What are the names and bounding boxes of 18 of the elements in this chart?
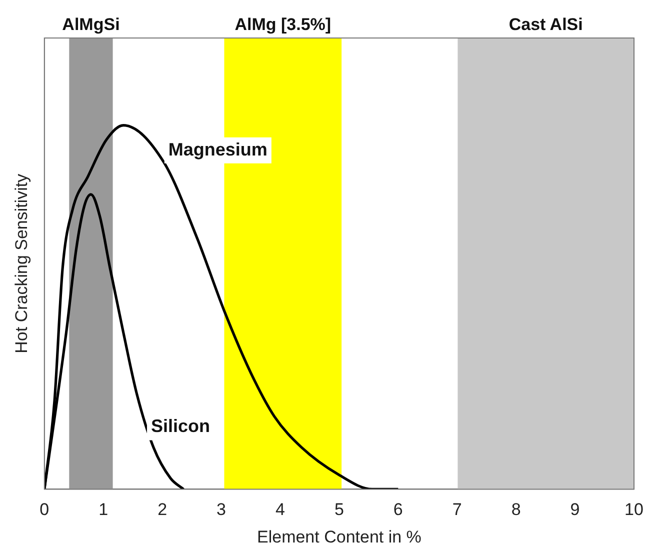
band-label: AlMgSi [62, 15, 120, 34]
y-axis-title: Hot Cracking Sensitivity [12, 173, 31, 354]
x-tick-label: 4 [276, 500, 285, 520]
x-tick-label: 9 [570, 500, 580, 520]
x-tick-label: 6 [393, 500, 403, 520]
band-label: AlMg [3.5%] [234, 15, 332, 34]
x-tick-label: 2 [158, 500, 168, 520]
series-label: Silicon [150, 416, 210, 436]
x-tick-label: 1 [98, 500, 108, 520]
x-tick-label: 0 [40, 500, 50, 520]
x-tick-label: 5 [334, 500, 344, 520]
x-tick-label: 8 [511, 500, 521, 520]
x-tick-label: 3 [216, 500, 226, 520]
x-tick-label: 7 [452, 500, 462, 520]
x-tick-label: 10 [624, 500, 644, 520]
band-label: Cast AlSi [508, 15, 583, 34]
x-axis-title: Element Content in % [256, 527, 422, 546]
series-label: Magnesium [168, 139, 268, 160]
